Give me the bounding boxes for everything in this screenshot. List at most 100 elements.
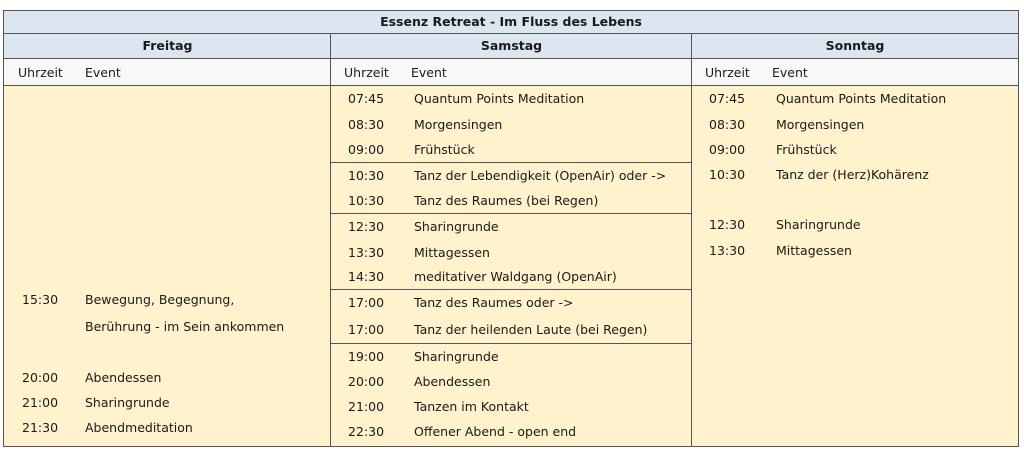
friday-schedule: 15:30 Bewegung, Begegnung, Berührung - im … xyxy=(4,86,331,446)
schedule-row: 08:30 Morgensingen xyxy=(692,112,1018,137)
schedule-row: 07:45 Quantum Points Meditation xyxy=(692,86,1018,112)
schedule-row: 15:30 Bewegung, Begegnung, xyxy=(4,287,331,313)
schedule-row: 07:45 Quantum Points Meditation xyxy=(331,86,692,112)
event-name: Frühstück xyxy=(414,142,475,157)
event-time: 19:00 xyxy=(348,349,385,364)
saturday-schedule: 07:45 Quantum Points Meditation 08:30 Morge… xyxy=(331,86,692,446)
schedule-table: Essenz Retreat - Im Fluss des Lebens Fre… xyxy=(3,10,1019,447)
event-time: 17:00 xyxy=(348,295,385,310)
event-name: Sharingrunde xyxy=(776,217,861,232)
event-name: Abendessen xyxy=(85,370,162,385)
time-column-header: Uhrzeit xyxy=(705,65,750,80)
event-name: Morgensingen xyxy=(414,117,503,132)
event-time: 21:30 xyxy=(22,420,59,435)
schedule-row xyxy=(4,212,331,238)
schedule-row xyxy=(4,238,331,263)
event-name: Tanz des Raumes (bei Regen) xyxy=(414,193,599,208)
event-column-header: Event xyxy=(411,65,447,80)
schedule-row xyxy=(692,187,1018,212)
schedule-row: 17:00 Tanz des Raumes oder -> xyxy=(331,290,692,316)
time-column-header: Uhrzeit xyxy=(18,65,63,80)
schedule-row xyxy=(4,187,331,212)
event-time: 12:30 xyxy=(348,219,385,234)
event-time: 10:30 xyxy=(348,168,385,183)
event-time: 10:30 xyxy=(709,167,746,182)
event-time: 13:30 xyxy=(348,245,385,260)
schedule-row: 19:00 Sharingrunde xyxy=(331,344,692,369)
event-time: 09:00 xyxy=(348,142,385,157)
time-column-header: Uhrzeit xyxy=(344,65,389,80)
schedule-row: 10:30 Tanz des Raumes (bei Regen) xyxy=(331,188,692,214)
event-time: 08:30 xyxy=(348,117,385,132)
schedule-row xyxy=(4,263,331,287)
schedule-row: 14:30 meditativer Waldgang (OpenAir) xyxy=(331,265,692,290)
schedule-row xyxy=(4,112,331,137)
event-name: Bewegung, Begegnung, xyxy=(85,292,235,307)
column-header-sunday: Uhrzeit Event xyxy=(692,59,1018,86)
event-name: Tanz der (Herz)Kohärenz xyxy=(776,167,929,182)
schedule-row: 21:00 Sharingrunde xyxy=(4,390,331,415)
event-name: Abendessen xyxy=(414,374,491,389)
schedule-row: 12:30 Sharingrunde xyxy=(331,214,692,240)
event-time: 07:45 xyxy=(709,91,746,106)
event-time: 13:30 xyxy=(709,243,746,258)
event-time: 10:30 xyxy=(348,193,385,208)
schedule-row: 12:30 Sharingrunde xyxy=(692,212,1018,238)
schedule-row: 09:00 Frühstück xyxy=(331,137,692,163)
event-time: 20:00 xyxy=(348,374,385,389)
column-header-friday: Uhrzeit Event xyxy=(4,59,331,86)
event-time: 20:00 xyxy=(22,370,59,385)
event-column-header: Event xyxy=(772,65,808,80)
schedule-row: 20:00 Abendessen xyxy=(4,365,331,390)
event-name: Quantum Points Meditation xyxy=(776,91,947,106)
schedule-row: 13:30 Mittagessen xyxy=(692,238,1018,263)
event-name: Sharingrunde xyxy=(414,349,499,364)
event-time: 22:30 xyxy=(348,424,385,439)
event-time: 14:30 xyxy=(348,269,385,284)
event-name: Quantum Points Meditation xyxy=(414,91,585,106)
event-name: Mittagessen xyxy=(414,245,490,260)
day-header-saturday: Samstag xyxy=(331,34,692,59)
event-column-header: Event xyxy=(85,65,121,80)
schedule-row xyxy=(4,86,331,112)
event-name: Offener Abend - open end xyxy=(414,424,577,439)
event-name: Frühstück xyxy=(776,142,837,157)
event-time: 12:30 xyxy=(709,217,746,232)
event-name: Abendmeditation xyxy=(85,420,193,435)
schedule-row: 21:00 Tanzen im Kontakt xyxy=(331,394,692,419)
schedule-row: 17:00 Tanz der heilenden Laute (bei Regen… xyxy=(331,316,692,344)
event-time: 15:30 xyxy=(22,292,59,307)
event-time: 08:30 xyxy=(709,117,746,132)
schedule-row: 08:30 Morgensingen xyxy=(331,112,692,137)
event-time: 07:45 xyxy=(348,91,385,106)
event-name: Tanzen im Kontakt xyxy=(414,399,529,414)
event-name: Sharingrunde xyxy=(414,219,499,234)
schedule-row: 09:00 Frühstück xyxy=(692,137,1018,162)
event-name: Tanz der heilenden Laute (bei Regen) xyxy=(414,322,648,337)
schedule-row: 10:30 Tanz der Lebendigkeit (OpenAir) ode… xyxy=(331,163,692,188)
event-name: Mittagessen xyxy=(776,243,852,258)
event-name: meditativer Waldgang (OpenAir) xyxy=(414,269,617,284)
schedule-row xyxy=(4,137,331,162)
event-time: 17:00 xyxy=(348,322,385,337)
day-header-sunday: Sonntag xyxy=(692,34,1018,59)
schedule-row xyxy=(4,162,331,187)
schedule-row: Berührung - im Sein ankommen xyxy=(4,313,331,340)
sunday-schedule: 07:45 Quantum Points Meditation 08:30 Morge… xyxy=(692,86,1018,446)
table-title: Essenz Retreat - Im Fluss des Lebens xyxy=(4,11,1018,34)
column-divider xyxy=(330,34,331,446)
event-time: 21:00 xyxy=(22,395,59,410)
schedule-row: 13:30 Mittagessen xyxy=(331,240,692,265)
event-name: Berührung - im Sein ankommen xyxy=(85,319,285,334)
schedule-row xyxy=(4,340,331,365)
schedule-row: 22:30 Offener Abend - open end xyxy=(331,419,692,445)
column-divider xyxy=(691,34,692,446)
event-time: 09:00 xyxy=(709,142,746,157)
event-name: Sharingrunde xyxy=(85,395,170,410)
column-header-saturday: Uhrzeit Event xyxy=(331,59,692,86)
schedule-row: 21:30 Abendmeditation xyxy=(4,415,331,441)
event-name: Tanz der Lebendigkeit (OpenAir) oder -> xyxy=(414,168,667,183)
schedule-row: 20:00 Abendessen xyxy=(331,369,692,394)
event-name: Morgensingen xyxy=(776,117,865,132)
schedule-row: 10:30 Tanz der (Herz)Kohärenz xyxy=(692,162,1018,187)
